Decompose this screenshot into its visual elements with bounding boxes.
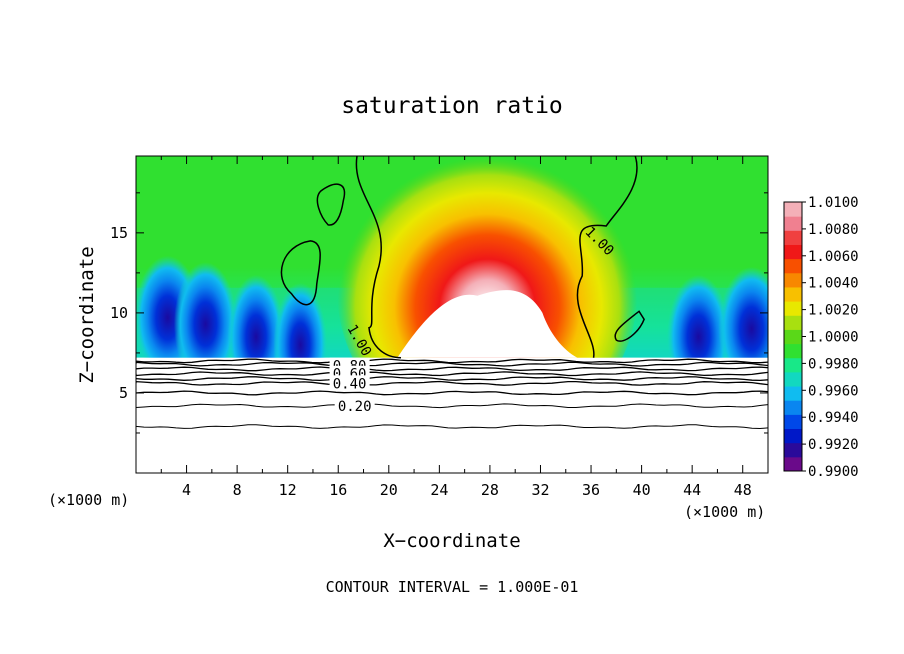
x-tick-label-1: 8 — [233, 481, 242, 499]
colorbar-swatch-3 — [784, 414, 802, 430]
y-tick-label-1: 10 — [110, 304, 128, 322]
subsat-pocket-1 — [173, 262, 238, 387]
colorbar-swatch-18 — [784, 202, 802, 217]
contour-interval-note: CONTOUR INTERVAL = 1.000E-01 — [326, 578, 579, 596]
colorbar-label-3: 1.0040 — [808, 276, 859, 292]
plot-frame — [135, 155, 769, 474]
colorbar-label-10: 0.9900 — [808, 464, 859, 480]
colorbar-swatch-12 — [784, 286, 802, 302]
subcloud-contour-6 — [136, 366, 768, 372]
contour-label-5: 0.20 — [338, 399, 372, 415]
x-axis-label: X−coordinate — [383, 530, 520, 552]
colorbar-label-0: 1.0100 — [808, 195, 859, 211]
subcloud-layer — [136, 357, 768, 473]
colorbar-swatch-9 — [784, 329, 802, 345]
x-tick-label-4: 20 — [380, 481, 398, 499]
colorbar-swatch-10 — [784, 315, 802, 330]
colorbar-label-2: 1.0060 — [808, 249, 859, 265]
subcloud-contour-2 — [136, 390, 768, 396]
x-tick-label-10: 44 — [683, 481, 701, 499]
colorbar-label-4: 1.0020 — [808, 303, 859, 319]
colorbar-swatch-13 — [784, 272, 802, 288]
x-tick-label-6: 28 — [481, 481, 499, 499]
saturation-field — [136, 156, 768, 473]
colorbar-swatch-4 — [784, 400, 802, 415]
colorbar-label-8: 0.9940 — [808, 410, 859, 426]
subcloud-contour-3 — [136, 380, 768, 386]
x-tick-label-3: 16 — [329, 481, 347, 499]
contour-loop-c — [614, 310, 645, 342]
x-unit-left: (×1000 m) — [48, 491, 129, 509]
plot-area: 1.001.000.800.600.400.20 — [136, 156, 768, 473]
y-axis-label: Z−coordinate — [76, 246, 98, 383]
colorbar-label-6: 0.9980 — [808, 356, 859, 372]
contour-loop-b — [316, 183, 346, 226]
x-tick-label-8: 36 — [582, 481, 600, 499]
colorbar: 1.0100 1.0080 1.0060 1.0040 1.0020 1.0000 0.99… — [783, 195, 859, 480]
colorbar-swatch-8 — [784, 343, 802, 359]
contour-100-right — [576, 156, 638, 358]
colorbar-swatch-1 — [784, 442, 802, 458]
contour-lines: 1.001.000.800.600.400.20 — [136, 156, 768, 430]
contour-label-bg-5 — [334, 397, 375, 412]
contour-loop-a — [280, 240, 321, 306]
colorbar-label-1: 1.0080 — [808, 222, 859, 238]
supersat-peak — [397, 290, 578, 358]
contour-label-4: 0.40 — [333, 376, 367, 392]
x-tick-label-5: 24 — [430, 481, 448, 499]
colorbar-label-7: 0.9960 — [808, 383, 859, 399]
subcloud-contour-1 — [136, 403, 768, 409]
colorbar-swatch-2 — [784, 428, 802, 444]
y-axis: 5 10 15 — [110, 192, 768, 434]
x-unit-right: (×1000 m) — [684, 503, 765, 521]
subcloud-contour-5 — [136, 371, 768, 377]
subcloud-contour-8 — [136, 358, 768, 364]
x-tick-label-9: 40 — [633, 481, 651, 499]
colorbar-swatch-5 — [784, 386, 802, 401]
contour-label-bg-4 — [329, 375, 370, 390]
x-axis: 4 8 12 16 20 24 28 32 36 40 44 48 — [160, 156, 752, 499]
y-tick-label-2: 15 — [110, 224, 128, 242]
colorbar-label-9: 0.9920 — [808, 437, 859, 453]
colorbar-swatch-0 — [784, 456, 802, 472]
x-tick-label-2: 12 — [279, 481, 297, 499]
colorbar-swatch-6 — [784, 371, 802, 387]
colorbar-swatch-11 — [784, 301, 802, 316]
subcloud-contour-0 — [136, 424, 768, 430]
y-tick-label-0: 5 — [119, 384, 128, 402]
colorbar-swatch-14 — [784, 258, 802, 274]
x-tick-label-11: 48 — [734, 481, 752, 499]
colorbar-swatch-17 — [784, 216, 802, 231]
subcloud-contour-4 — [136, 376, 768, 382]
x-tick-label-7: 32 — [531, 481, 549, 499]
colorbar-label-5: 1.0000 — [808, 330, 859, 346]
colorbar-swatch-7 — [784, 357, 802, 373]
colorbar-swatch-16 — [784, 230, 802, 245]
chart-title: saturation ratio — [341, 93, 563, 119]
colorbar-swatch-15 — [784, 244, 802, 260]
contour-100-left — [355, 156, 402, 359]
x-tick-label-0: 4 — [182, 481, 191, 499]
